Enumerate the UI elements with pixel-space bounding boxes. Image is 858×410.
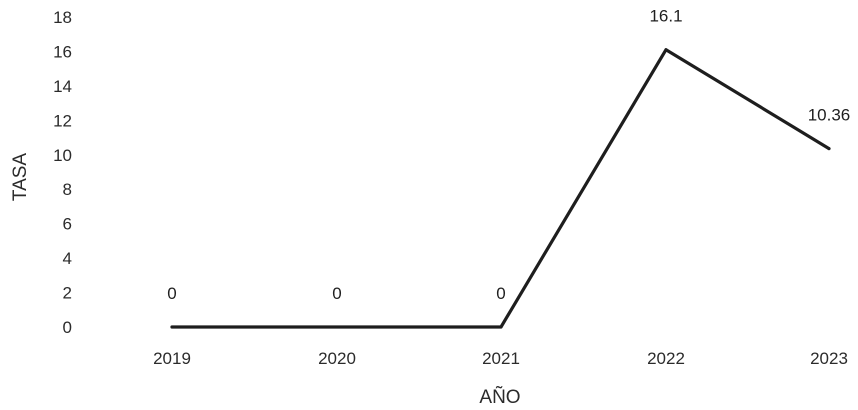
y-tick-label: 12 — [53, 111, 72, 130]
y-tick-label: 16 — [53, 42, 72, 61]
data-point — [335, 325, 339, 329]
x-tick-label: 2023 — [810, 349, 848, 368]
data-label: 0 — [167, 284, 176, 303]
x-axis-label: AÑO — [479, 386, 520, 408]
y-tick-label: 6 — [63, 215, 72, 234]
data-point — [827, 147, 831, 151]
x-axis-ticks: 2019 2020 2021 2022 2023 — [153, 349, 848, 368]
data-label: 10.36 — [808, 106, 851, 125]
data-point — [499, 325, 503, 329]
x-tick-label: 2019 — [153, 349, 191, 368]
x-tick-label: 2020 — [318, 349, 356, 368]
y-tick-label: 4 — [63, 249, 72, 268]
y-tick-label: 2 — [63, 284, 72, 303]
y-tick-label: 18 — [53, 8, 72, 27]
data-label: 16.1 — [649, 7, 682, 26]
series-group — [170, 48, 831, 329]
y-axis-ticks: 0 2 4 6 8 10 12 14 16 18 — [53, 8, 72, 337]
y-tick-label: 14 — [53, 77, 72, 96]
x-tick-label: 2022 — [647, 349, 685, 368]
data-label: 0 — [332, 284, 341, 303]
y-axis-label: TASA — [10, 153, 31, 202]
x-tick-label: 2021 — [482, 349, 520, 368]
y-tick-label: 0 — [63, 318, 72, 337]
data-labels: 0 0 0 16.1 10.36 — [167, 7, 850, 303]
data-point — [170, 325, 174, 329]
data-point — [664, 48, 668, 52]
data-label: 0 — [496, 284, 505, 303]
y-tick-label: 8 — [63, 180, 72, 199]
y-tick-label: 10 — [53, 146, 72, 165]
